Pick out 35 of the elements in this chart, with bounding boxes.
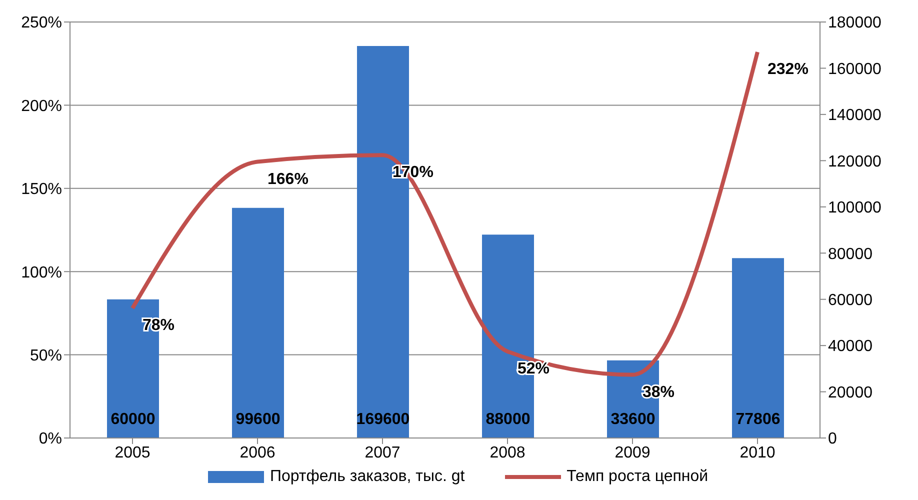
y2-tick-label: 20000: [828, 384, 873, 402]
x-tick-label: 2008: [490, 444, 526, 462]
data-label: 169600: [356, 411, 410, 428]
y-tick-label: 0%: [38, 430, 62, 448]
y2-tick-label: 120000: [828, 153, 882, 170]
legend-label: Темп роста цепной: [566, 468, 708, 486]
line-series: [130, 50, 760, 377]
data-label: 166%: [268, 170, 308, 188]
y-tick-label: 50%: [30, 347, 62, 364]
y2-tick-label: 40000: [828, 338, 873, 356]
x-tick-label: 2009: [614, 444, 650, 462]
data-label: 99600: [236, 411, 280, 428]
y-tick-label: 200%: [21, 98, 62, 115]
x-tick-label: 2005: [114, 444, 150, 462]
legend-label: Портфель заказов, тыс. gt: [270, 468, 465, 486]
y-tick-label: 100%: [21, 264, 62, 282]
y2-tick-label: 80000: [828, 246, 873, 263]
y-tick-label: 250%: [21, 14, 62, 32]
y-tick-label: 150%: [21, 181, 62, 198]
x-tick-label: 2006: [240, 444, 276, 462]
data-label: 33600: [610, 411, 656, 428]
y2-tick-label: 60000: [828, 292, 873, 310]
bar: [232, 208, 284, 438]
x-tick-label: 2010: [740, 444, 776, 462]
y2-tick-label: 140000: [828, 107, 882, 124]
data-label: 60000: [110, 411, 156, 428]
data-label: 88000: [486, 411, 530, 428]
y2-tick-label: 0: [828, 430, 837, 448]
y2-tick-label: 160000: [828, 60, 882, 78]
bar: [732, 258, 784, 438]
data-label: 232%: [768, 60, 808, 78]
data-label: 77806: [736, 411, 780, 428]
y2-tick-label: 100000: [828, 200, 882, 217]
x-tick-label: 2007: [364, 444, 400, 462]
y2-tick-label: 180000: [828, 14, 882, 32]
